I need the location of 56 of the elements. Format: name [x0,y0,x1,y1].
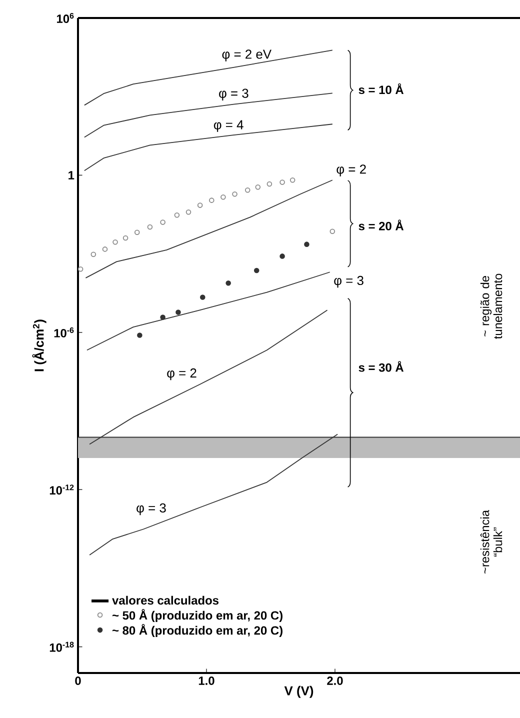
point [147,224,153,230]
y-tick-label: 1 [68,171,74,180]
series-label: φ = 3 [136,503,166,516]
legend-label: ~ 50 Å (produzido em ar, 20 C) [112,609,282,622]
x-tick-label: 0 [75,676,81,685]
point [90,252,96,258]
annotation: s = 20 Å [358,220,404,230]
annotation: s = 30 Å [358,361,404,372]
annotation: s = 10 Å [358,83,404,94]
line-series [85,180,333,278]
point [208,198,214,203]
y-tick-label: 10$^{6}$ [57,12,74,23]
point [244,187,250,193]
series-label: φ = 2 eV [222,50,272,62]
point [174,212,180,218]
point [160,220,166,225]
y-tick-label: 10$^{-12}$ [50,484,74,495]
series-label: φ = 3 [219,88,248,100]
point [137,332,142,338]
point [266,181,272,187]
point [220,194,226,200]
x-tick-label: 2.0 [327,676,343,685]
point [226,280,231,286]
point [102,246,108,252]
annotation: ~ região de tunelamento [480,274,502,339]
x-axis-title: V (V) [284,686,314,698]
line-series [84,50,333,106]
point [200,294,206,300]
point [112,239,118,245]
point [280,254,285,259]
point [160,314,166,320]
legend-label: ~ 80 Å (produzido em ar, 20 C) [112,624,282,638]
point [232,191,238,197]
point [254,268,260,274]
series-label: φ = 4 [214,120,244,132]
point [304,242,310,247]
point [290,177,296,183]
y-tick-label: 10$^{-18}$ [50,642,74,652]
annotation: valores calculados [112,596,219,605]
annotation: ~resistência “bulk” [480,510,502,574]
y-axis-title: I (Å/cm$^{2}$) [32,320,46,372]
series-label: φ = 2 [336,164,366,176]
series-label: φ = 3 [334,276,364,288]
point [330,228,336,234]
x-tick-label: 1.0 [198,676,214,685]
point [134,230,140,235]
line-series [86,272,330,351]
point [176,310,181,315]
point [280,180,285,185]
y-tick-label: 10$^{-6}$ [54,327,74,338]
point [255,184,261,190]
point [78,266,84,272]
point [122,235,128,241]
point [186,209,192,215]
point [197,202,203,208]
series-label: φ = 2 [167,368,196,380]
